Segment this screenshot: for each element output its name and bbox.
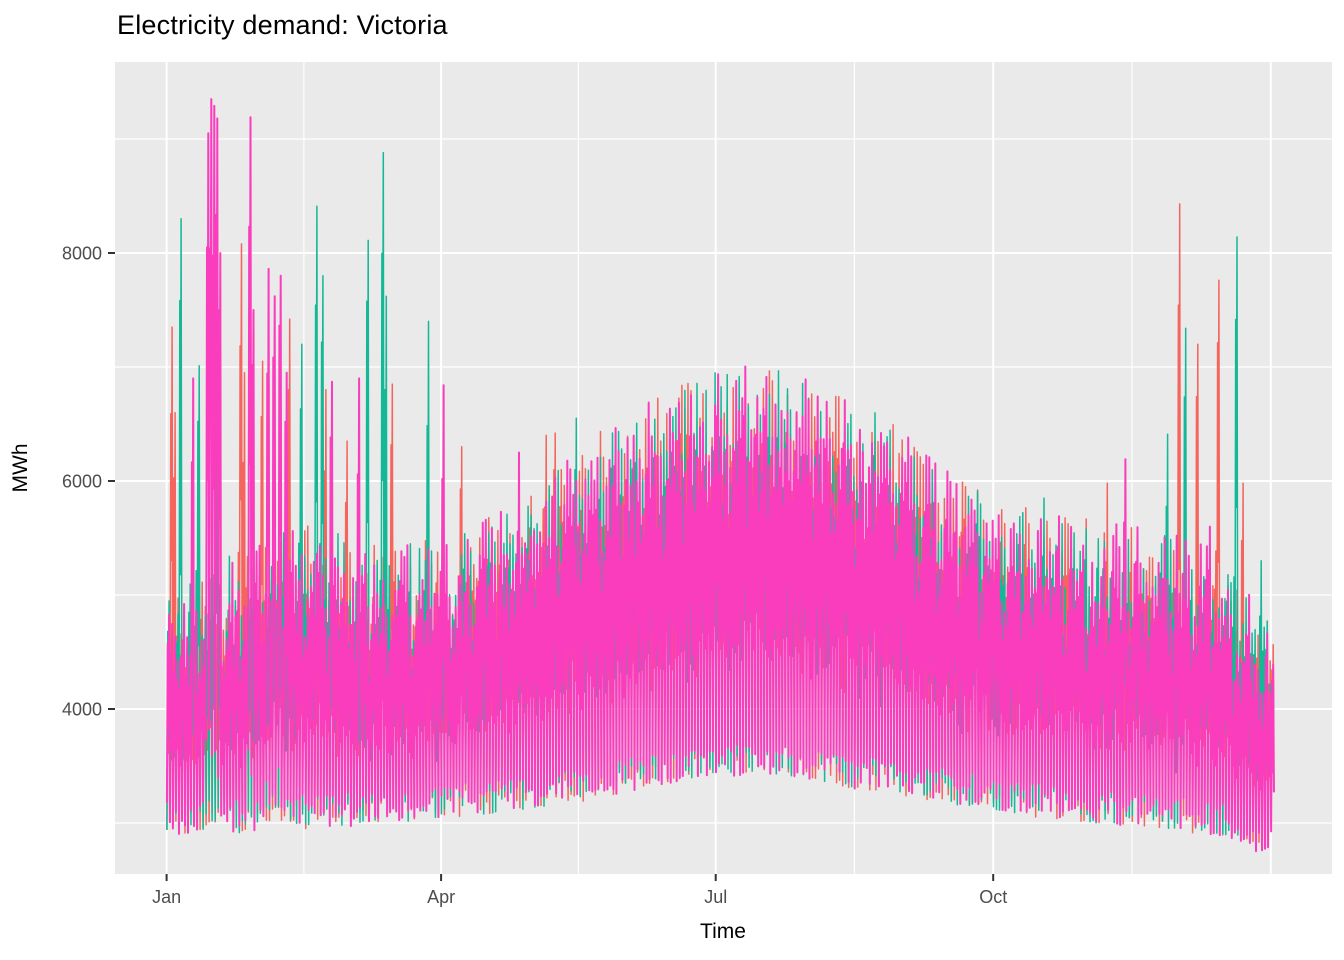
- y-tick-label: 4000: [62, 700, 102, 720]
- x-axis-title: Time: [700, 920, 746, 943]
- series-magenta-line: [165, 98, 1275, 853]
- axis-tick-labels: Jan Apr Jul Oct 4000 6000 8000: [62, 244, 1007, 908]
- chart-title: Electricity demand: Victoria: [117, 10, 448, 40]
- x-tick-label: Oct: [979, 887, 1007, 907]
- x-tick-label: Apr: [427, 887, 455, 907]
- y-axis-title: MWh: [9, 444, 32, 493]
- axis-ticks: [108, 252, 995, 881]
- x-tick-label: Jul: [704, 887, 727, 907]
- y-tick-label: 8000: [62, 244, 102, 264]
- y-tick-label: 6000: [62, 472, 102, 492]
- x-tick-label: Jan: [152, 887, 181, 907]
- series-lines: [165, 98, 1275, 853]
